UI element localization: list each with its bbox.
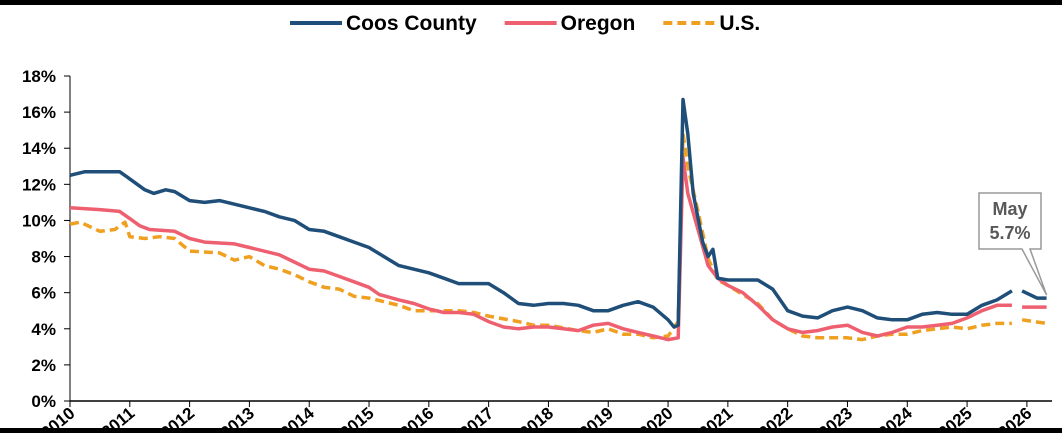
series-line — [69, 132, 1047, 342]
annotation-text: May — [992, 199, 1027, 219]
series-line — [69, 155, 1047, 342]
top-rule — [0, 0, 1062, 5]
legend-label: Coos County — [346, 12, 477, 35]
y-tick-label: 10% — [22, 211, 56, 230]
y-tick-label: 8% — [31, 248, 56, 267]
y-tick-label: 0% — [31, 392, 56, 411]
y-tick-label: 14% — [22, 139, 56, 158]
y-tick-label: 16% — [22, 103, 56, 122]
legend-label: U.S. — [719, 12, 760, 35]
annotation-text: 5.7% — [989, 223, 1030, 243]
series-line — [69, 97, 1047, 329]
y-tick-label: 12% — [22, 175, 56, 194]
legend-label: Oregon — [561, 12, 636, 35]
annotation-box — [978, 192, 1048, 296]
bottom-rule — [0, 428, 1062, 433]
y-tick-label: 18% — [22, 67, 56, 86]
y-tick-label: 4% — [31, 320, 56, 339]
y-tick-label: 6% — [31, 284, 56, 303]
y-tick-label: 2% — [31, 356, 56, 375]
